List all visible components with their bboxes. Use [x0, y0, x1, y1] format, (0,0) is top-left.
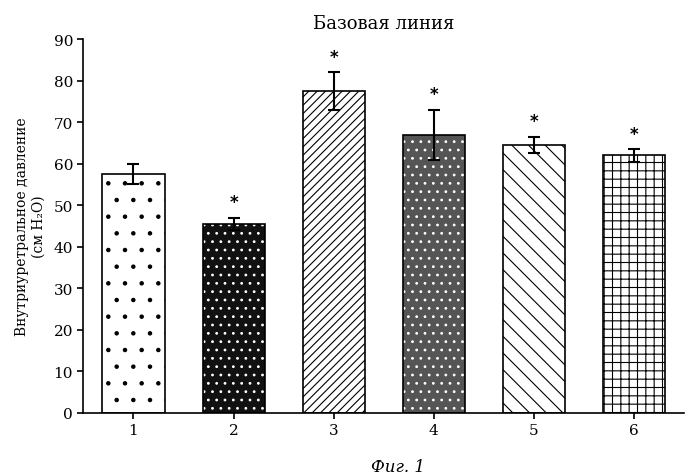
Text: *: *	[630, 126, 638, 144]
Bar	[403, 135, 465, 413]
Bar	[503, 146, 565, 413]
Bar	[603, 156, 665, 413]
Bar	[103, 175, 164, 413]
Bar	[603, 156, 665, 413]
Title: Базовая линия: Базовая линия	[313, 15, 454, 33]
Text: Фиг. 1: Фиг. 1	[371, 458, 426, 475]
Text: *: *	[229, 194, 238, 212]
Bar	[103, 175, 164, 413]
Bar	[603, 156, 665, 413]
Bar	[303, 92, 365, 413]
Bar	[103, 175, 164, 413]
Text: *: *	[530, 113, 538, 131]
Bar	[303, 92, 365, 413]
Bar	[403, 135, 465, 413]
Bar	[203, 224, 265, 413]
Bar	[203, 224, 265, 413]
Bar	[503, 146, 565, 413]
Text: *: *	[329, 49, 338, 67]
Bar	[203, 224, 265, 413]
Bar	[503, 146, 565, 413]
Bar	[403, 135, 465, 413]
Y-axis label: Внутриуретральное давление
(см H₂O): Внутриуретральное давление (см H₂O)	[15, 118, 45, 336]
Text: *: *	[429, 86, 438, 104]
Bar	[303, 92, 365, 413]
